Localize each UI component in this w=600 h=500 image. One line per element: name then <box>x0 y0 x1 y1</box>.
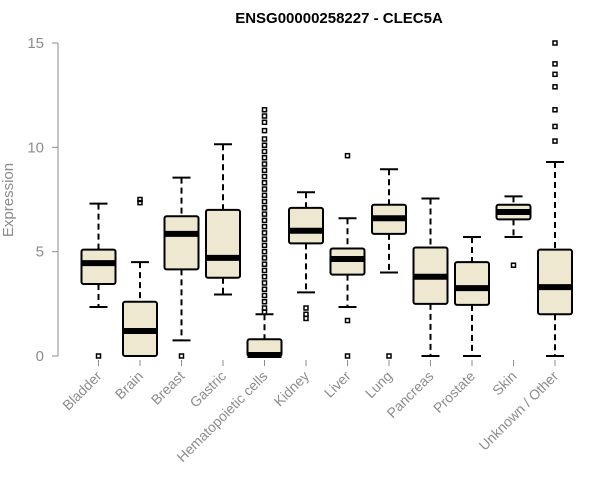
outlier-point <box>344 152 351 159</box>
y-tick-label: 5 <box>36 244 44 261</box>
box-group <box>205 143 241 296</box>
outlier-point <box>552 107 558 113</box>
outlier-point <box>178 353 185 359</box>
outlier-point <box>261 273 268 280</box>
outlier-point <box>552 71 558 78</box>
box-group <box>412 197 449 357</box>
x-tick-label: Liver <box>321 368 354 401</box>
outlier-point <box>261 267 268 274</box>
outlier-point <box>261 205 268 211</box>
outlier-point <box>261 107 268 113</box>
outlier-point <box>261 223 268 230</box>
outlier-point <box>261 113 268 119</box>
outlier-point <box>261 280 268 286</box>
outlier-point <box>261 167 268 174</box>
outlier-point <box>552 40 558 46</box>
outlier-point <box>261 292 268 299</box>
outlier-point <box>303 315 309 322</box>
outlier-point <box>303 305 309 311</box>
y-tick-label: 10 <box>27 139 44 156</box>
outlier-point <box>261 230 268 236</box>
x-tick-label: Bladder <box>59 368 105 414</box>
outlier-point <box>261 248 268 255</box>
box-series <box>80 40 573 359</box>
box-iqr <box>205 208 241 279</box>
x-tick-label: Prostate <box>430 368 478 416</box>
outlier-point <box>261 217 268 224</box>
outlier-point <box>303 311 309 318</box>
outlier-point <box>552 123 558 130</box>
outlier-point <box>552 138 558 144</box>
outlier-point <box>261 148 268 155</box>
box-group <box>288 191 324 322</box>
outlier-point <box>261 192 268 199</box>
outlier-point <box>261 242 268 249</box>
x-tick-label: Kidney <box>271 368 313 410</box>
box-iqr <box>163 215 200 271</box>
box-group <box>80 202 117 359</box>
outlier-point <box>344 353 351 359</box>
outlier-point <box>261 298 268 305</box>
box-group <box>329 152 366 359</box>
x-tick-label: Skin <box>489 368 520 399</box>
outlier-point <box>261 142 268 148</box>
x-tick-label: Unknown / Other <box>476 368 562 454</box>
outlier-point <box>344 317 351 324</box>
outlier-point <box>261 255 268 261</box>
box-iqr <box>537 248 573 316</box>
box-group <box>454 236 490 357</box>
outlier-point <box>261 119 268 126</box>
outlier-point <box>552 61 558 67</box>
chart-title: ENSG00000258227 - CLEC5A <box>235 10 443 27</box>
outlier-point <box>552 84 558 90</box>
outlier-point <box>386 353 392 359</box>
y-axis-title: Expression <box>0 163 17 237</box>
outlier-point <box>261 155 268 161</box>
outlier-point <box>261 286 268 292</box>
outlier-point <box>261 161 268 167</box>
outlier-point <box>261 180 268 186</box>
outlier-point <box>95 353 102 359</box>
box-group <box>163 176 200 359</box>
outlier-point <box>261 127 268 134</box>
box-iqr <box>454 261 490 306</box>
y-tick-label: 0 <box>36 348 44 365</box>
outlier-point <box>510 262 517 268</box>
y-tick-label: 15 <box>27 35 44 52</box>
outlier-point <box>261 186 268 192</box>
outlier-point <box>261 198 268 205</box>
box-iqr <box>80 248 117 286</box>
outlier-point <box>261 261 268 267</box>
box-group <box>122 196 158 358</box>
box-group <box>537 40 573 357</box>
x-tick-label: Breast <box>148 368 188 408</box>
outlier-point <box>261 136 268 142</box>
outlier-point <box>137 199 143 206</box>
outlier-point <box>261 211 268 217</box>
box-iqr <box>288 206 324 245</box>
outlier-point <box>261 173 268 180</box>
outlier-point <box>261 236 268 242</box>
outlier-point <box>261 305 268 311</box>
outlier-point <box>261 309 268 315</box>
x-tick-label: Lung <box>362 368 395 401</box>
box-group <box>371 168 407 359</box>
box-group <box>495 195 532 268</box>
x-tick-label: Brain <box>112 368 146 402</box>
outlier-point <box>137 196 143 203</box>
box-group <box>246 107 283 358</box>
y-axis-ticks: 0 5 10 15 <box>27 35 58 365</box>
